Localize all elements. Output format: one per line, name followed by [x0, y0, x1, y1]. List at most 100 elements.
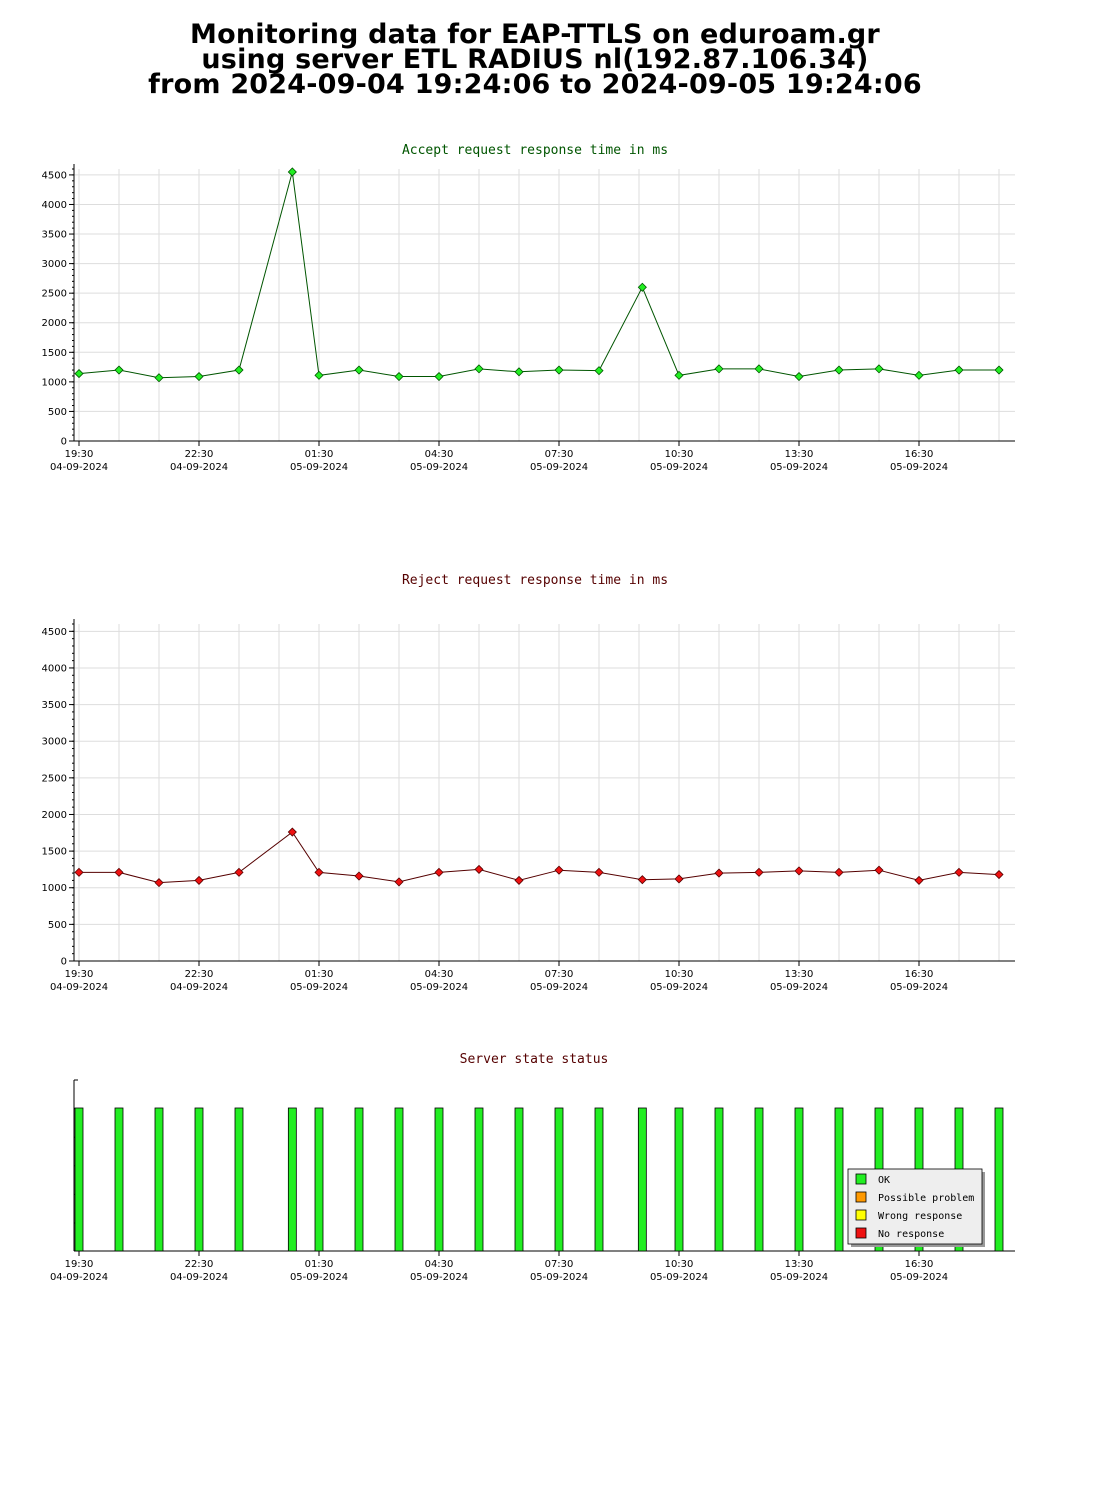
x-tick-label: 13:30: [785, 969, 814, 980]
x-tick-label: 01:30: [305, 449, 334, 460]
x-tick-date: 05-09-2024: [890, 1272, 948, 1283]
data-point: [594, 867, 604, 877]
data-point: [514, 875, 524, 885]
legend-box: [847, 1168, 983, 1245]
x-tick-label: 22:30: [185, 969, 214, 980]
data-point: [874, 865, 884, 875]
data-point: [754, 867, 764, 877]
legend-swatch: [855, 1191, 867, 1203]
data-point: [434, 371, 444, 382]
x-tick-date: 05-09-2024: [410, 462, 468, 473]
status-bar: [287, 1107, 297, 1252]
chart-title: Accept request response time in ms: [402, 143, 668, 158]
x-tick-label: 19:30: [65, 969, 94, 980]
data-point: [474, 864, 484, 874]
x-tick-date: 05-09-2024: [770, 462, 828, 473]
legend-label: OK: [878, 1175, 890, 1186]
data-point: [314, 370, 324, 380]
x-tick-label: 22:30: [185, 449, 214, 460]
status-bar: [794, 1107, 804, 1252]
y-tick-label: 3000: [42, 737, 67, 748]
data-point: [287, 827, 297, 837]
status-bar: [434, 1107, 444, 1252]
status-bar: [994, 1107, 1004, 1252]
status-bar: [114, 1107, 124, 1252]
status-bar: [594, 1107, 604, 1252]
data-point: [114, 365, 124, 375]
data-point: [834, 867, 844, 877]
data-point: [714, 868, 724, 878]
legend-label: Possible problem: [878, 1193, 974, 1204]
x-tick-date: 05-09-2024: [890, 982, 948, 993]
x-tick-date: 05-09-2024: [770, 982, 828, 993]
x-tick-label: 07:30: [545, 969, 574, 980]
x-tick-label: 16:30: [905, 969, 934, 980]
status-bar: [637, 1107, 647, 1252]
x-tick-label: 04:30: [425, 1259, 454, 1270]
data-point: [514, 367, 524, 377]
x-tick-date: 05-09-2024: [410, 1272, 468, 1283]
status-bar: [194, 1107, 204, 1252]
x-tick-date: 04-09-2024: [50, 462, 108, 473]
y-tick-label: 4500: [42, 627, 67, 638]
title-line-3: from 2024-09-04 19:24:06 to 2024-09-05 1…: [148, 69, 922, 100]
status-bar: [354, 1107, 364, 1252]
status-bar: [474, 1107, 484, 1252]
data-point: [194, 371, 204, 382]
status-bar: [714, 1107, 724, 1252]
y-tick-label: 3000: [42, 259, 67, 270]
x-tick-label: 10:30: [665, 449, 694, 460]
x-tick-date: 04-09-2024: [170, 982, 228, 993]
x-tick-label: 22:30: [185, 1259, 214, 1270]
x-tick-label: 07:30: [545, 449, 574, 460]
data-point: [637, 875, 647, 885]
title-line-2: using server ETL RADIUS nl(192.87.106.34…: [201, 44, 869, 75]
x-tick-date: 05-09-2024: [530, 462, 588, 473]
x-tick-label: 04:30: [425, 449, 454, 460]
x-tick-date: 05-09-2024: [290, 462, 348, 473]
data-point: [954, 867, 964, 877]
y-tick-label: 1500: [42, 348, 67, 359]
legend-swatch: [855, 1227, 867, 1239]
data-point: [674, 874, 684, 884]
series-line: [78, 171, 999, 379]
y-tick-label: 0: [61, 957, 67, 968]
data-point: [674, 370, 684, 380]
x-tick-date: 05-09-2024: [530, 982, 588, 993]
x-tick-label: 10:30: [665, 969, 694, 980]
legend-swatch: [855, 1209, 867, 1221]
status-bar: [394, 1107, 404, 1252]
x-tick-date: 04-09-2024: [170, 1272, 228, 1283]
y-tick-label: 3500: [42, 230, 67, 241]
status-bar: [754, 1107, 764, 1252]
x-tick-label: 13:30: [785, 449, 814, 460]
data-point: [314, 867, 324, 877]
data-point: [114, 867, 124, 877]
data-point: [794, 866, 804, 876]
y-tick-label: 4500: [42, 170, 67, 181]
data-point: [954, 365, 964, 375]
y-tick-label: 2500: [42, 773, 67, 784]
data-point: [74, 369, 84, 379]
x-tick-date: 04-09-2024: [50, 1272, 108, 1283]
data-point: [554, 865, 564, 875]
data-point: [914, 875, 924, 885]
chart-title: Server state status: [460, 1052, 609, 1067]
data-point: [874, 364, 884, 374]
x-tick-label: 07:30: [545, 1259, 574, 1270]
x-tick-label: 01:30: [305, 969, 334, 980]
y-tick-label: 4000: [42, 663, 67, 674]
x-tick-date: 05-09-2024: [650, 462, 708, 473]
data-point: [354, 365, 364, 375]
x-tick-label: 04:30: [425, 969, 454, 980]
data-point: [394, 877, 404, 887]
y-tick-label: 1000: [42, 883, 67, 894]
x-tick-date: 05-09-2024: [290, 1272, 348, 1283]
x-tick-label: 16:30: [905, 1259, 934, 1270]
data-point: [74, 867, 84, 877]
data-point: [194, 875, 204, 885]
y-tick-label: 1000: [42, 377, 67, 388]
y-tick-label: 1500: [42, 847, 67, 858]
status-bar: [74, 1107, 84, 1252]
x-tick-date: 05-09-2024: [290, 982, 348, 993]
